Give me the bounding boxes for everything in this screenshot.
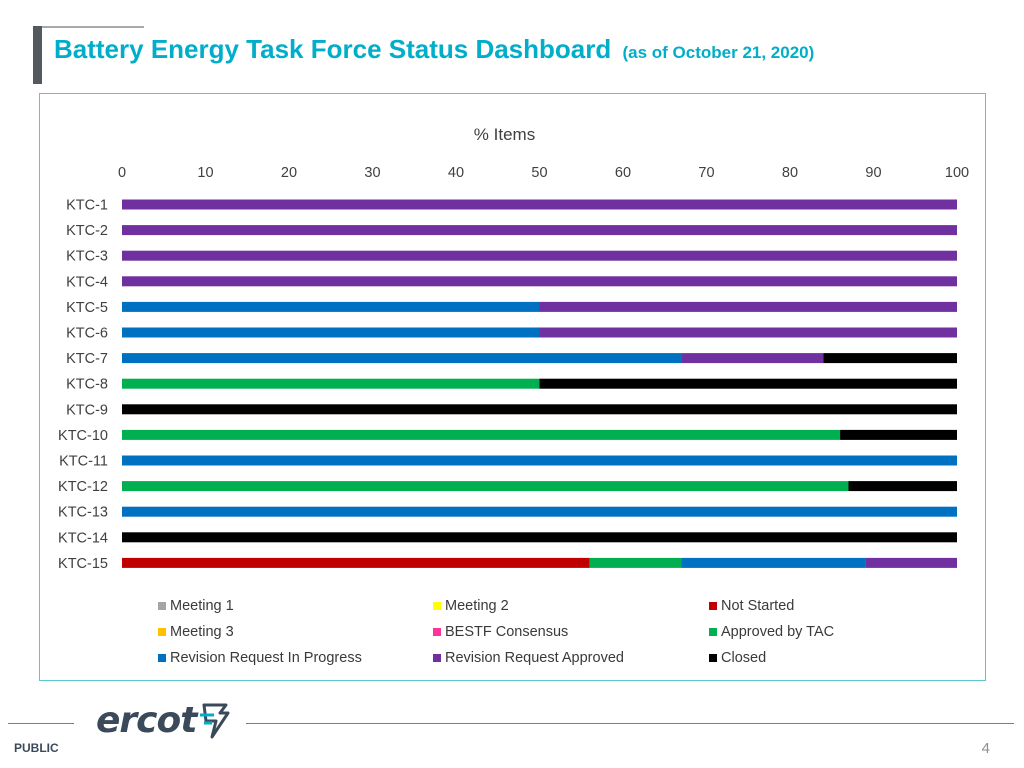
legend-swatch <box>433 602 441 610</box>
legend-swatch <box>433 654 441 662</box>
bar-segment <box>122 532 957 543</box>
bar-segment <box>539 378 957 389</box>
bar-segment <box>122 250 957 261</box>
bar-segment <box>122 429 841 440</box>
x-tick-label: 0 <box>118 165 126 181</box>
page-subtitle: (as of October 21, 2020) <box>622 43 815 62</box>
x-tick-label: 30 <box>364 165 380 181</box>
category-label: KTC-5 <box>66 300 108 316</box>
footer-rule-left <box>8 723 74 724</box>
category-label: KTC-8 <box>66 377 108 393</box>
legend-label: Meeting 3 <box>170 624 234 640</box>
category-label: KTC-12 <box>58 479 108 495</box>
legend-label: Revision Request In Progress <box>170 650 362 666</box>
bar-segment <box>848 481 957 492</box>
bar-segment <box>840 429 957 440</box>
legend-swatch <box>158 654 166 662</box>
legend-label: Meeting 2 <box>445 598 509 614</box>
category-label: KTC-14 <box>58 530 108 546</box>
category-label: KTC-6 <box>66 326 108 342</box>
category-label: KTC-3 <box>66 249 108 265</box>
legend-label: BESTF Consensus <box>445 624 569 640</box>
legend-swatch <box>158 628 166 636</box>
legend-label: Meeting 1 <box>170 598 234 614</box>
x-tick-label: 40 <box>448 165 464 181</box>
bar-segment <box>122 327 540 338</box>
x-tick-label: 50 <box>531 165 547 181</box>
bar-segment <box>681 353 824 364</box>
x-tick-label: 70 <box>698 165 714 181</box>
category-label: KTC-13 <box>58 505 108 521</box>
bar-segment <box>122 353 682 364</box>
x-tick-label: 90 <box>865 165 881 181</box>
legend-label: Revision Request Approved <box>445 650 624 666</box>
category-label: KTC-15 <box>58 556 108 572</box>
legend-label: Approved by TAC <box>721 624 835 640</box>
legend-swatch <box>709 628 717 636</box>
bar-segment <box>122 225 957 236</box>
category-label: KTC-1 <box>66 198 108 214</box>
legend-label: Closed <box>721 650 767 666</box>
bar-segment <box>122 506 957 517</box>
bar-segment <box>122 301 540 312</box>
x-tick-label: 100 <box>945 165 969 181</box>
page-number: 4 <box>981 740 990 757</box>
legend-item: Meeting 3 <box>158 624 234 640</box>
bar-segment <box>122 199 957 210</box>
x-tick-label: 10 <box>197 165 213 181</box>
page-title-main: Battery Energy Task Force Status Dashboa… <box>54 34 612 64</box>
bar-segment <box>122 455 957 466</box>
legend-item: Revision Request Approved <box>433 650 624 666</box>
legend-item: Meeting 1 <box>158 598 234 614</box>
bar-segment <box>823 353 957 364</box>
category-label: KTC-10 <box>58 428 108 444</box>
category-label: KTC-9 <box>66 402 108 418</box>
category-label: KTC-4 <box>66 274 108 290</box>
ercot-bolt-icon <box>200 703 230 738</box>
legend-swatch <box>433 628 441 636</box>
bar-segment <box>122 557 590 568</box>
legend-swatch <box>709 654 717 662</box>
legend-swatch <box>158 602 166 610</box>
bar-segment <box>539 301 957 312</box>
bar-segment <box>865 557 957 568</box>
bar-segment <box>539 327 957 338</box>
public-label: PUBLIC <box>14 741 59 755</box>
bar-segment <box>122 404 957 415</box>
chart-title: % Items <box>474 125 535 144</box>
logo-wordmark: ercot <box>96 700 197 741</box>
x-tick-label: 60 <box>615 165 631 181</box>
chart-frame <box>39 93 986 681</box>
category-label: KTC-11 <box>59 454 108 470</box>
legend-item: Approved by TAC <box>709 624 834 640</box>
ercot-logo: ercot <box>96 700 232 741</box>
x-tick-label: 80 <box>782 165 798 181</box>
legend-swatch <box>709 602 717 610</box>
title-top-rule <box>40 26 144 28</box>
bar-segment <box>681 557 866 568</box>
legend-item: Not Started <box>709 598 794 614</box>
legend-item: Revision Request In Progress <box>158 650 362 666</box>
bar-segment <box>122 276 957 287</box>
bar-segment <box>122 378 540 389</box>
category-label: KTC-7 <box>66 351 108 367</box>
legend-item: BESTF Consensus <box>433 624 568 640</box>
footer-rule-right <box>246 723 1014 724</box>
legend-item: Closed <box>709 650 766 666</box>
x-tick-label: 20 <box>281 165 297 181</box>
category-label: KTC-2 <box>66 223 108 239</box>
page-title: Battery Energy Task Force Status Dashboa… <box>54 34 814 65</box>
legend-item: Meeting 2 <box>433 598 509 614</box>
bar-segment <box>122 481 849 492</box>
title-accent-bar <box>33 26 42 84</box>
legend-label: Not Started <box>721 598 795 614</box>
bar-segment <box>589 557 682 568</box>
